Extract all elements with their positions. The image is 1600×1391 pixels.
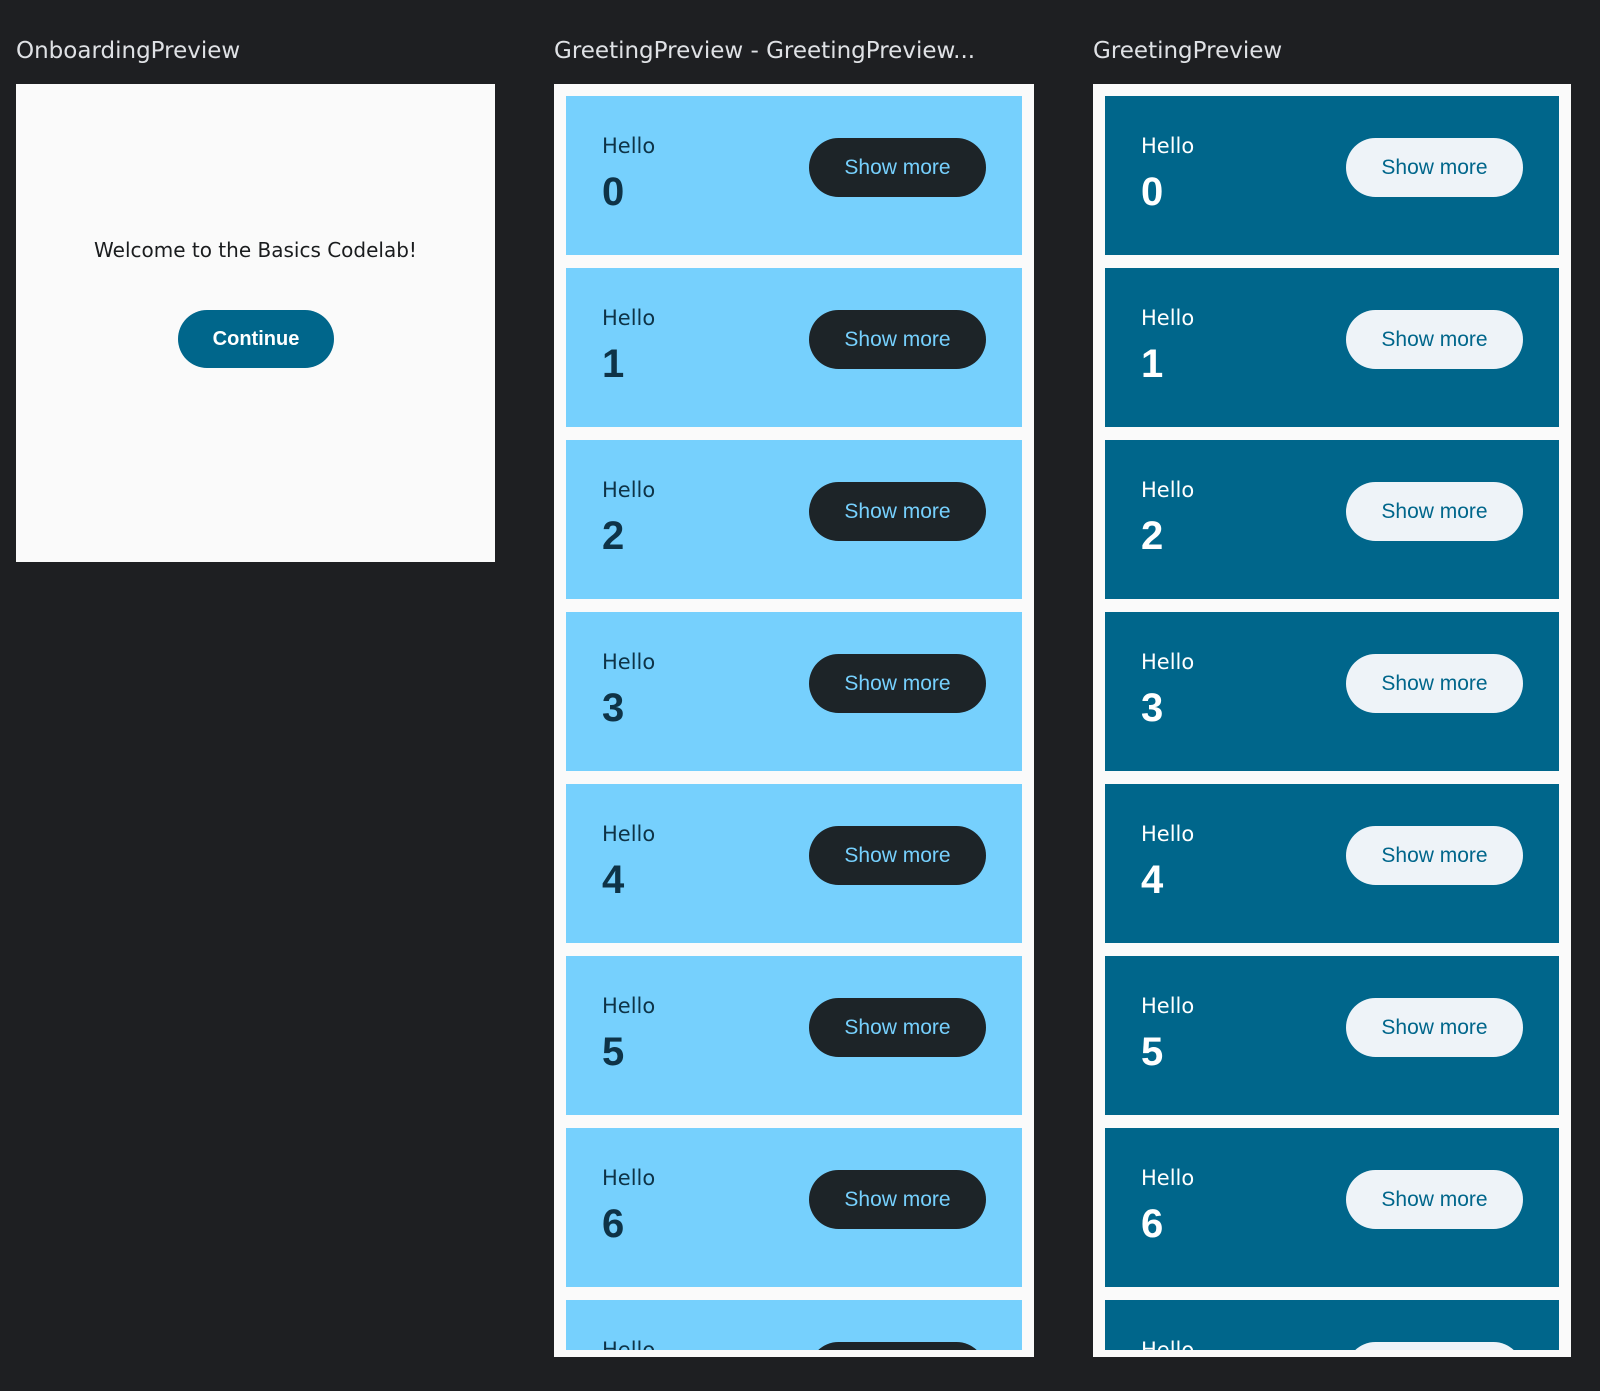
hello-label: Hello: [602, 1166, 656, 1190]
hello-label: Hello: [1141, 1166, 1195, 1190]
greeting-card: Hello 6 Show more: [566, 1128, 1022, 1287]
greeting-card: Hello 4 Show more: [1105, 784, 1559, 943]
greeting-card: Hello 5 Show more: [566, 956, 1022, 1115]
hello-label: Hello: [602, 822, 656, 846]
greeting-name: 5: [602, 1030, 625, 1074]
greeting-name: 2: [1141, 514, 1164, 558]
greeting-card: Hello 1 Show more: [566, 268, 1022, 427]
greeting-name: 2: [602, 514, 625, 558]
greeting-list[interactable]: Hello 0 Show more Hello 1 Show more Hello 2 Show…: [566, 96, 1022, 1350]
greeting-name: 3: [602, 686, 625, 730]
show-more-button[interactable]: Show more: [809, 310, 986, 369]
show-more-button[interactable]: Show more: [1346, 1342, 1523, 1350]
greeting-preview-light-frame: Hello 0 Show more Hello 1 Show more Hello 2 Show…: [554, 84, 1034, 1357]
show-more-button[interactable]: Show more: [809, 826, 986, 885]
show-more-button[interactable]: Show more: [809, 998, 986, 1057]
greeting-card: Hello 0 Show more: [1105, 96, 1559, 255]
hello-label: Hello: [602, 134, 656, 158]
show-more-button[interactable]: Show more: [1346, 654, 1523, 713]
show-more-button[interactable]: Show more: [1346, 310, 1523, 369]
greeting-name: 3: [1141, 686, 1164, 730]
hello-label: Hello: [602, 306, 656, 330]
show-more-button[interactable]: Show more: [809, 1170, 986, 1229]
hello-label: Hello: [1141, 134, 1195, 158]
hello-label: Hello: [1141, 1338, 1195, 1350]
greeting-preview-dark-frame: Hello 0 Show more Hello 1 Show more Hello 2 Show…: [1093, 84, 1571, 1357]
hello-label: Hello: [1141, 650, 1195, 674]
greeting-card: Hello 5 Show more: [1105, 956, 1559, 1115]
hello-label: Hello: [1141, 306, 1195, 330]
greeting-name: 1: [602, 342, 625, 386]
hello-label: Hello: [602, 650, 656, 674]
greeting-name: 0: [1141, 170, 1164, 214]
greeting-card: Hello7Show more: [566, 1300, 1022, 1350]
greeting-list[interactable]: Hello 0 Show more Hello 1 Show more Hello 2 Show…: [1105, 96, 1559, 1350]
greeting-card: Hello 3 Show more: [1105, 612, 1559, 771]
hello-label: Hello: [602, 1338, 656, 1350]
show-more-button[interactable]: Show more: [1346, 826, 1523, 885]
greeting-card: Hello 2 Show more: [1105, 440, 1559, 599]
hello-label: Hello: [1141, 822, 1195, 846]
show-more-button[interactable]: Show more: [1346, 482, 1523, 541]
preview-title-greeting-dark: GreetingPreview: [1093, 38, 1283, 64]
show-more-button[interactable]: Show more: [809, 138, 986, 197]
greeting-card: Hello 6 Show more: [1105, 1128, 1559, 1287]
greeting-name: 1: [1141, 342, 1164, 386]
hello-label: Hello: [1141, 478, 1195, 502]
greeting-card: Hello 4 Show more: [566, 784, 1022, 943]
greeting-name: 5: [1141, 1030, 1164, 1074]
greeting-name: 4: [602, 858, 625, 902]
greeting-card: Hello 0 Show more: [566, 96, 1022, 255]
greeting-card: Hello7Show more: [1105, 1300, 1559, 1350]
show-more-button[interactable]: Show more: [809, 482, 986, 541]
show-more-button[interactable]: Show more: [1346, 138, 1523, 197]
show-more-button[interactable]: Show more: [809, 654, 986, 713]
hello-label: Hello: [602, 994, 656, 1018]
greeting-card: Hello 2 Show more: [566, 440, 1022, 599]
greeting-name: 0: [602, 170, 625, 214]
greeting-name: 6: [1141, 1202, 1164, 1246]
welcome-text: Welcome to the Basics Codelab!: [94, 238, 417, 262]
greeting-card: Hello 1 Show more: [1105, 268, 1559, 427]
preview-title-greeting-light: GreetingPreview - GreetingPreview...: [554, 38, 976, 64]
continue-button[interactable]: Continue: [178, 310, 334, 368]
hello-label: Hello: [1141, 994, 1195, 1018]
greeting-card: Hello 3 Show more: [566, 612, 1022, 771]
onboarding-preview-frame: Welcome to the Basics Codelab! Continue: [16, 84, 495, 562]
show-more-button[interactable]: Show more: [1346, 1170, 1523, 1229]
hello-label: Hello: [602, 478, 656, 502]
show-more-button[interactable]: Show more: [1346, 998, 1523, 1057]
preview-title-onboarding: OnboardingPreview: [16, 38, 241, 64]
show-more-button[interactable]: Show more: [809, 1342, 986, 1350]
greeting-name: 4: [1141, 858, 1164, 902]
greeting-name: 6: [602, 1202, 625, 1246]
